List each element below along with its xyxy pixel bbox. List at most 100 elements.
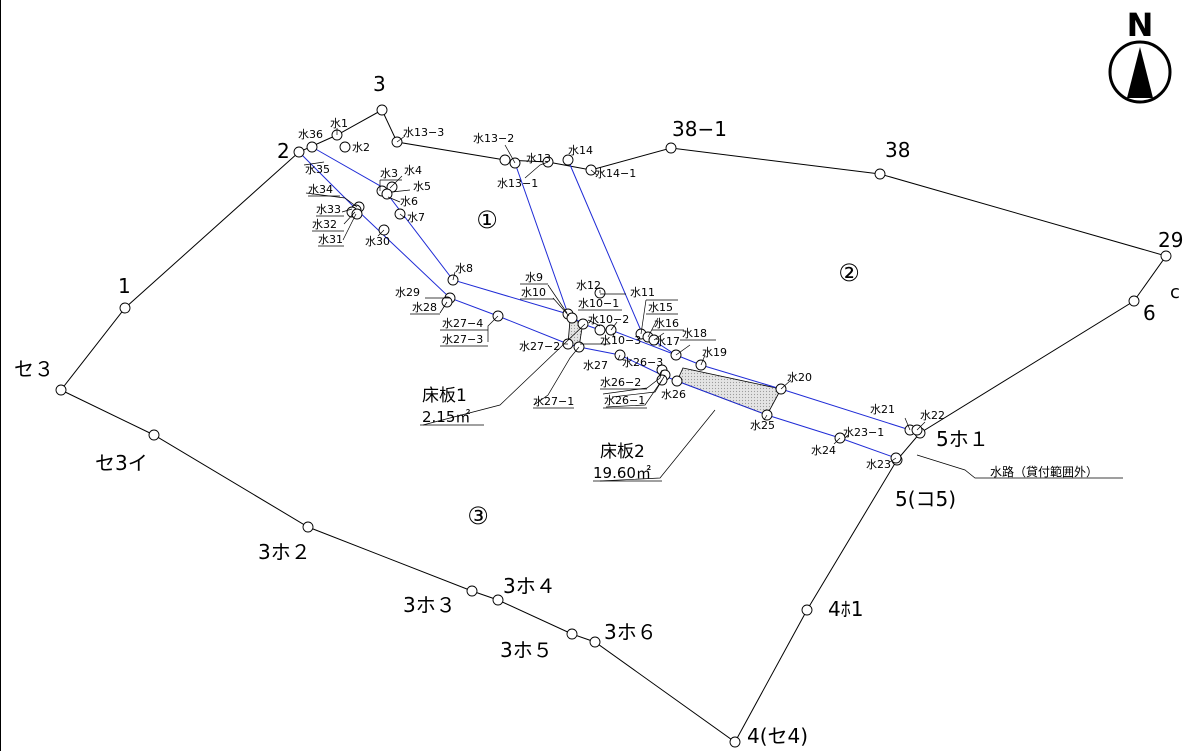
water-label-14-1: 水14−1	[595, 167, 636, 180]
water-label-27-1: 水27−1	[533, 395, 574, 408]
survey-points	[55, 104, 1172, 748]
water-label-4: 水4	[404, 164, 422, 177]
survey-point-marker	[381, 188, 393, 200]
floor-slab-2-area: 19.60㎡	[593, 464, 651, 482]
water-label-13-2: 水13−2	[473, 132, 514, 145]
water-label-9: 水9	[525, 271, 543, 284]
survey-point-marker	[466, 585, 478, 597]
survey-point-marker	[566, 628, 578, 640]
water-label-26-1: 水26−1	[604, 394, 645, 407]
survey-point-marker	[577, 318, 589, 330]
water-label-13-1: 水13−1	[497, 177, 538, 190]
survey-point-marker	[729, 736, 741, 748]
water-label-23: 水23	[866, 458, 891, 471]
water-label-17: 水17	[655, 335, 680, 348]
boundary-label-1: 1	[118, 274, 131, 298]
survey-point-marker	[55, 384, 67, 396]
water-label-6: 水6	[400, 195, 418, 208]
survey-point-marker	[874, 168, 886, 180]
boundary-label-3ho2: 3ホ２	[258, 540, 311, 564]
water-label-10-1: 水10−1	[578, 297, 619, 310]
boundary-label-3ho5: 3ホ５	[500, 638, 553, 662]
waterway-note: 水路（貸付範囲外）	[990, 464, 1098, 479]
boundary-label-4se4: 4(セ4)	[747, 724, 808, 748]
water-label-12: 水12	[576, 279, 601, 292]
floor-slab-2-area	[676, 367, 782, 416]
water-label-3: 水3	[380, 167, 398, 180]
water-label-26-2: 水26−2	[600, 376, 641, 389]
boundary-label-c: c	[1170, 282, 1180, 303]
boundary-label-38: 38	[885, 138, 910, 162]
floor-slab-labels: 床板1 2.15㎡ 床板2 19.60㎡	[422, 386, 651, 482]
water-label-18: 水18	[682, 327, 707, 340]
boundary-label-4ho1: 4ﾎ1	[828, 597, 863, 621]
boundary-labels: 2 3 38−1 38 29 c 6 5ホ１ 5(コ5) 4ﾎ1 4(セ4) 3…	[14, 72, 1183, 748]
boundary-label-3ho3: 3ホ３	[403, 593, 456, 617]
water-label-13-3: 水13−3	[403, 126, 444, 139]
water-label-20: 水20	[787, 371, 812, 384]
water-label-14: 水14	[568, 144, 593, 157]
survey-point-marker	[594, 324, 606, 336]
survey-point-marker	[499, 154, 511, 166]
floor-slab-1-area: 2.15㎡	[422, 408, 470, 426]
survey-point-marker	[566, 312, 578, 324]
water-label-22: 水22	[920, 409, 945, 422]
water-label-32: 水32	[312, 218, 337, 231]
leader-lines	[303, 128, 1123, 482]
water-label-13: 水13	[526, 152, 551, 165]
survey-point-marker	[376, 104, 388, 116]
water-label-27-4: 水27−4	[442, 317, 483, 330]
boundary-label-5ko5: 5(コ5)	[895, 487, 956, 511]
survey-point-marker	[671, 375, 683, 387]
boundary-label-3ho4: 3ホ４	[503, 574, 556, 598]
water-label-23-1: 水23−1	[843, 426, 884, 439]
water-label-11: 水11	[630, 286, 655, 299]
water-label-27-3: 水27−3	[442, 333, 483, 346]
water-label-26: 水26	[661, 388, 686, 401]
water-label-25: 水25	[750, 419, 775, 432]
water-label-34: 水34	[308, 183, 333, 196]
boundary-label-6: 6	[1143, 301, 1156, 325]
water-label-8: 水8	[455, 262, 473, 275]
water-label-5: 水5	[413, 180, 431, 193]
water-label-36: 水36	[298, 128, 323, 141]
survey-point-marker	[148, 429, 160, 441]
parcel-1-label: ①	[476, 206, 498, 234]
boundary-label-se3i: セ3イ	[95, 451, 148, 475]
survey-point-marker	[339, 141, 351, 153]
water-label-27-2: 水27−2	[519, 340, 560, 353]
water-label-26-3: 水26−3	[622, 356, 663, 369]
survey-point-marker	[665, 142, 677, 154]
survey-point-marker	[302, 521, 314, 533]
survey-point-marker	[1128, 295, 1140, 307]
parcel-labels: ① ② ③	[467, 206, 860, 530]
survey-point-marker	[492, 594, 504, 606]
boundary-label-38-1: 38−1	[672, 117, 727, 141]
boundary-label-se3: セ３	[14, 357, 54, 381]
parcel-3-label: ③	[467, 502, 489, 530]
water-label-10-2: 水10−2	[588, 313, 629, 326]
water-label-10: 水10	[521, 286, 546, 299]
water-label-16: 水16	[654, 317, 679, 330]
water-label-33: 水33	[316, 203, 341, 216]
survey-point-marker	[589, 636, 601, 648]
parcel-2-label: ②	[838, 259, 860, 287]
boundary-label-2: 2	[277, 139, 290, 163]
label-underlines	[308, 179, 716, 482]
water-label-24: 水24	[811, 444, 836, 457]
boundary-label-5ho1: 5ホ１	[936, 427, 989, 451]
water-label-1: 水1	[330, 117, 348, 130]
survey-point-marker	[801, 604, 813, 616]
boundary-label-3ho6: 3ホ６	[604, 620, 657, 644]
north-label: N	[1127, 6, 1154, 44]
water-labels: 水1 水2 水3 水4 水5 水6 水7 水8 水9 水10 水10−1 水10…	[298, 117, 945, 471]
boundary-label-3: 3	[373, 72, 386, 96]
outer-boundary	[60, 109, 1167, 743]
water-label-10-3: 水10−3	[600, 334, 641, 347]
water-label-19: 水19	[702, 346, 727, 359]
survey-point-marker	[562, 154, 574, 166]
water-label-2: 水2	[352, 141, 370, 154]
survey-point-marker	[119, 302, 131, 314]
floor-slab-1-name: 床板1	[422, 386, 467, 406]
